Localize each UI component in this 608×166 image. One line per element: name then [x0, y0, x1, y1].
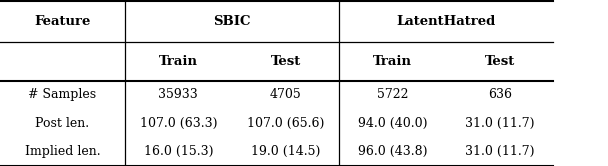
Text: LatentHatred: LatentHatred — [396, 15, 496, 28]
Text: Feature: Feature — [34, 15, 91, 28]
Text: 96.0 (43.8): 96.0 (43.8) — [358, 145, 427, 158]
Text: 4705: 4705 — [270, 88, 302, 101]
Text: 31.0 (11.7): 31.0 (11.7) — [465, 117, 534, 130]
Text: 94.0 (40.0): 94.0 (40.0) — [358, 117, 427, 130]
Text: 31.0 (11.7): 31.0 (11.7) — [465, 145, 534, 158]
Text: Train: Train — [373, 55, 412, 68]
Text: 19.0 (14.5): 19.0 (14.5) — [251, 145, 320, 158]
Text: 35933: 35933 — [159, 88, 198, 101]
Text: Test: Test — [485, 55, 515, 68]
Text: Implied len.: Implied len. — [24, 145, 100, 158]
Text: # Samples: # Samples — [28, 88, 97, 101]
Text: 5722: 5722 — [377, 88, 409, 101]
Text: 636: 636 — [488, 88, 512, 101]
Text: Post len.: Post len. — [35, 117, 89, 130]
Text: 16.0 (15.3): 16.0 (15.3) — [143, 145, 213, 158]
Text: 107.0 (63.3): 107.0 (63.3) — [140, 117, 217, 130]
Text: Train: Train — [159, 55, 198, 68]
Text: Test: Test — [271, 55, 301, 68]
Text: SBIC: SBIC — [213, 15, 250, 28]
Text: 107.0 (65.6): 107.0 (65.6) — [247, 117, 324, 130]
